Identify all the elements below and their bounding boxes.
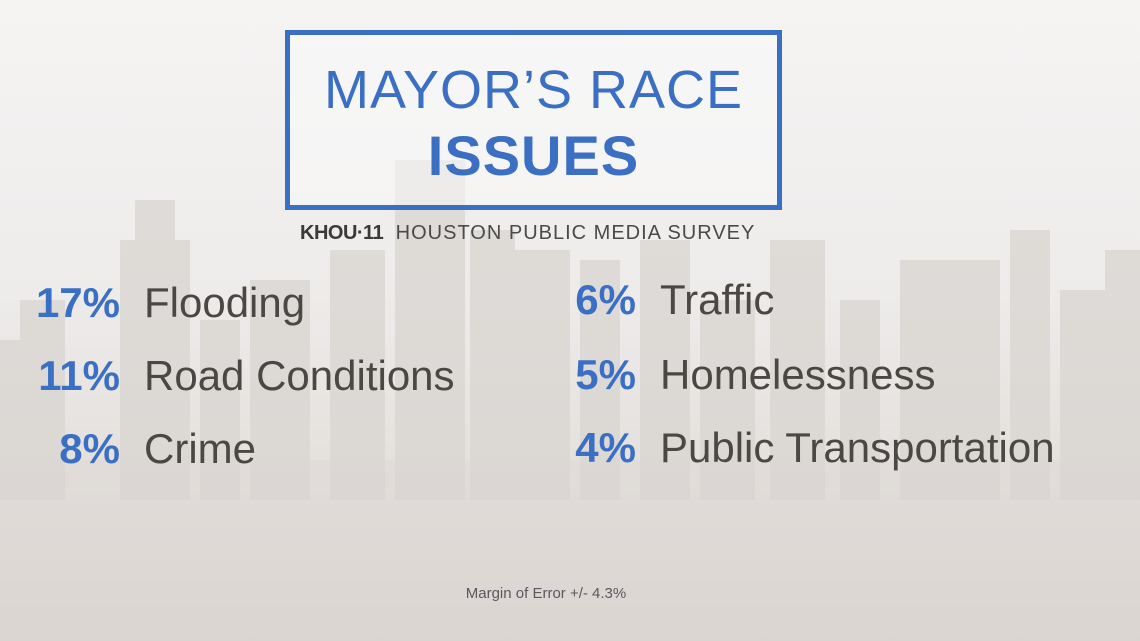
- issue-label: Road Conditions: [144, 352, 455, 399]
- issue-row: 4% Public Transportation: [570, 420, 1055, 476]
- margin-of-error-note: Margin of Error +/- 4.3%: [465, 585, 627, 602]
- issue-row: 6% Traffic: [570, 272, 774, 328]
- issue-label: Crime: [144, 425, 256, 472]
- issue-percent: 5%: [575, 351, 636, 398]
- issue-percent: 11%: [38, 352, 120, 399]
- source-text: HOUSTON PUBLIC MEDIA SURVEY: [395, 222, 756, 244]
- title-line-2: ISSUES: [427, 124, 640, 187]
- issue-percent: 4%: [575, 424, 636, 471]
- issue-row: 11% Road Conditions: [0, 348, 455, 404]
- issue-row: 8% Crime: [0, 421, 256, 477]
- issue-row: 5% Homelessness: [570, 347, 935, 403]
- issue-label: Public Transportation: [660, 424, 1055, 471]
- khou-logo: KHOU·11: [300, 222, 384, 244]
- issue-label: Flooding: [144, 279, 306, 326]
- issue-percent: 17%: [35, 279, 120, 326]
- source-credit: KHOU·11 HOUSTON PUBLIC MEDIA SURVEY: [300, 222, 755, 246]
- issue-label: Traffic: [660, 276, 775, 323]
- issue-label: Homelessness: [660, 351, 936, 398]
- title-line-1: MAYOR’S RACE: [323, 60, 744, 120]
- issue-percent: 8%: [59, 425, 120, 472]
- title-box: MAYOR’S RACE ISSUES: [285, 30, 782, 210]
- issue-row: 17% Flooding: [0, 275, 305, 331]
- issue-percent: 6%: [575, 276, 636, 323]
